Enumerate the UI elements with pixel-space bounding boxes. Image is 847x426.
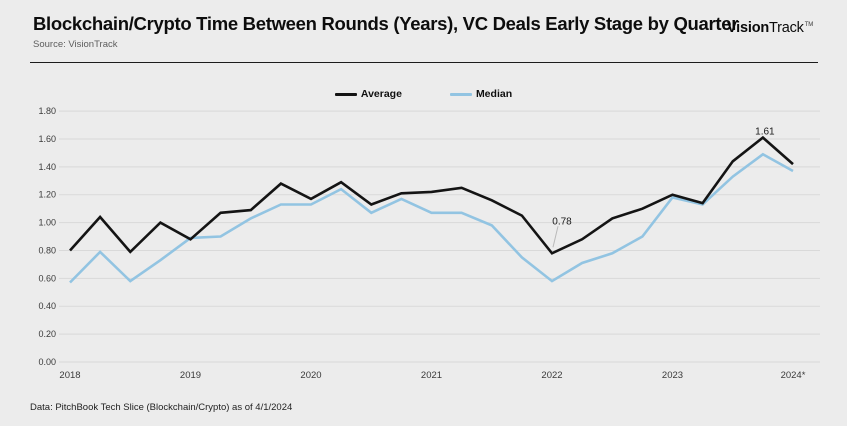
average-series-line	[69, 135, 794, 255]
y-axis-tick-label: 1.00	[38, 218, 56, 228]
median-series-line	[69, 152, 794, 284]
logo-text-bold: Vision	[726, 20, 770, 36]
annotation-value-label: 0.78	[552, 216, 572, 227]
x-axis-tick-label: 2021	[421, 370, 442, 381]
visiontrack-logo: VisionTrackTM	[727, 20, 813, 36]
x-axis-tick-label: 2018	[59, 370, 80, 381]
legend-item-average: Average	[334, 88, 402, 100]
annotation-value-label: 1.61	[755, 127, 775, 138]
x-axis-tick-label: 2019	[180, 370, 201, 381]
y-axis-tick-label: 0.60	[38, 273, 56, 283]
page-title: Blockchain/Crypto Time Between Rounds (Y…	[33, 13, 739, 34]
y-axis-tick-label: 0.20	[38, 329, 56, 339]
legend-label-median: Median	[475, 88, 513, 100]
header-divider	[30, 62, 818, 63]
legend-label-average: Average	[360, 88, 402, 100]
average-line-swatch	[334, 92, 357, 96]
y-axis-tick-label: 1.20	[38, 190, 56, 200]
data-footnote: Data: PitchBook Tech Slice (Blockchain/C…	[30, 402, 293, 413]
x-axis-tick-label: 2023	[662, 370, 683, 381]
source-label: Source: VisionTrack	[33, 39, 118, 50]
legend-item-median: Median	[449, 88, 513, 100]
y-axis-tick-label: 1.40	[38, 162, 56, 172]
x-axis-tick-label: 2022	[541, 370, 562, 381]
x-axis-tick-label: 2020	[300, 370, 321, 381]
x-axis-tick-label: 2024*	[781, 370, 806, 381]
y-axis-tick-label: 0.40	[38, 301, 56, 311]
logo-trademark: TM	[804, 22, 813, 29]
y-axis-tick-label: 0.00	[38, 357, 56, 367]
y-axis-tick-label: 1.80	[38, 106, 56, 116]
logo-text-regular: Track	[769, 20, 804, 36]
y-axis-tick-label: 1.60	[38, 134, 56, 144]
annotation-callout-line	[552, 226, 559, 248]
median-line-swatch	[449, 92, 472, 96]
y-axis-tick-label: 0.80	[38, 245, 56, 255]
chart-legend: Average Median	[0, 88, 847, 100]
